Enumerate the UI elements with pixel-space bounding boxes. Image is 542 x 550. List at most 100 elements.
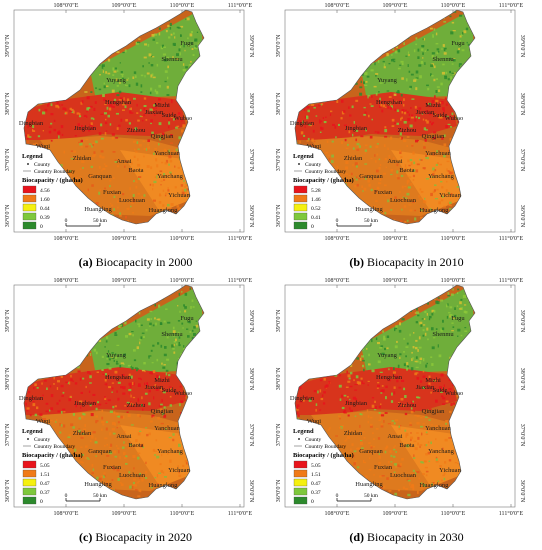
place-label-hengshan: Hengshan (376, 99, 403, 106)
legend-county: County (305, 437, 321, 443)
right-tick-label: 36°0′0″N (248, 480, 255, 503)
legend-swatch (22, 212, 37, 221)
legend-value: 0.52 (311, 206, 321, 212)
legend-biocapacity-title: Biocapacity / (gha/ha) (293, 452, 354, 459)
map-svg: 108°0′0″E 109°0′0″E 110°0′0″E 111°0′0″E 108°… (275, 2, 526, 242)
top-tick-label: 110°0′0″E (441, 2, 466, 9)
panel-title: Biocapacity in 2000 (92, 255, 193, 269)
place-label-jingbian: Jingbian (345, 400, 368, 407)
scale-label: 50 km (93, 493, 108, 499)
place-label-yanchang: Yanchang (428, 173, 454, 180)
left-tick-label: 39°0′0″N (275, 309, 282, 332)
legend-value: 5.05 (40, 463, 50, 469)
top-tick-label: 111°0′0″E (499, 2, 524, 9)
panel-label: (b) (349, 255, 364, 269)
left-tick-label: 36°0′0″N (275, 479, 282, 502)
legend-value: 0 (311, 499, 314, 505)
top-tick-label: 109°0′0″E (112, 277, 137, 284)
right-tick-label: 39°0′0″N (519, 310, 526, 333)
right-tick-label: 38°0′0″N (519, 368, 526, 391)
map-panel-b: 108°0′0″E 109°0′0″E 110°0′0″E 111°0′0″E 108°… (271, 0, 542, 275)
place-label-luochuan: Luochuan (119, 472, 146, 479)
place-label-luochuan: Luochuan (390, 472, 417, 479)
legend-county: County (34, 437, 50, 443)
top-tick-label: 108°0′0″E (325, 2, 350, 9)
bottom-tick-label: 108°0′0″E (54, 510, 79, 517)
place-label-dingbian: Dingbian (290, 120, 315, 127)
place-label-luochuan: Luochuan (119, 197, 146, 204)
legend-value: 5.28 (311, 188, 321, 194)
map-svg: 108°0′0″E 109°0′0″E 110°0′0″E 111°0′0″E 108°… (4, 2, 255, 242)
bottom-tick-label: 110°0′0″E (170, 510, 195, 517)
place-label-huangling: Huangling (84, 481, 112, 488)
panel-label: (a) (78, 255, 93, 269)
legend-value: 0.44 (40, 206, 50, 212)
place-label-yuyang: Yuyang (377, 352, 398, 359)
legend-value: 0 (311, 224, 314, 230)
place-label-ganquan: Ganquan (88, 448, 112, 455)
place-label-wubao: Wubao (445, 115, 464, 122)
right-tick-label: 37°0′0″N (248, 424, 255, 447)
legend-swatch (293, 469, 308, 478)
legend-swatch (293, 194, 308, 203)
right-tick-label: 39°0′0″N (248, 35, 255, 58)
map-frame (284, 284, 516, 508)
scale-bar: 0 50 km (65, 493, 108, 502)
place-label-huanglong: Huanglong (149, 482, 179, 489)
scale-zero: 0 (336, 493, 339, 499)
right-tick-label: 39°0′0″N (519, 35, 526, 58)
place-label-wubao: Wubao (174, 390, 193, 397)
place-label-ansai: Ansai (116, 433, 131, 440)
scale-zero: 0 (65, 493, 68, 499)
panel-caption: (a) Biocapacity in 2000 (0, 255, 271, 270)
left-tick-label: 39°0′0″N (275, 34, 282, 57)
place-label-baota: Baota (399, 167, 414, 174)
map-frame (13, 9, 245, 233)
place-label-wubao: Wubao (445, 390, 464, 397)
place-label-fugu: Fugu (451, 40, 465, 47)
legend-swatch (293, 185, 308, 194)
bottom-tick-label: 108°0′0″E (54, 235, 79, 242)
map-svg: 108°0′0″E 109°0′0″E 110°0′0″E 111°0′0″E 108°… (275, 277, 526, 517)
place-label-mizhi: Mizhi (425, 377, 441, 384)
legend-value: 0 (40, 499, 43, 505)
place-label-wuqi: Wuqi (307, 143, 321, 150)
bottom-tick-label: 111°0′0″E (499, 510, 524, 517)
legend-swatch (22, 487, 37, 496)
place-label-yanchang: Yanchang (157, 173, 183, 180)
place-label-dingbian: Dingbian (19, 395, 44, 402)
left-tick-label: 36°0′0″N (4, 204, 11, 227)
legend-value: 1.60 (40, 197, 50, 203)
place-label-dingbian: Dingbian (19, 120, 44, 127)
right-tick-label: 38°0′0″N (248, 93, 255, 116)
map-frame (13, 284, 245, 508)
legend-value: 0.41 (311, 215, 321, 221)
place-label-huanglong: Huanglong (420, 482, 450, 489)
top-tick-label: 110°0′0″E (441, 277, 466, 284)
place-label-dingbian: Dingbian (290, 395, 315, 402)
legend-value: 4.56 (40, 188, 50, 194)
scale-bar: 0 50 km (65, 218, 108, 227)
place-label-jiaxian: Jiaxian (145, 384, 164, 391)
top-tick-label: 111°0′0″E (228, 2, 253, 9)
legend-value: 1.46 (311, 197, 321, 203)
place-label-ganquan: Ganquan (88, 173, 112, 180)
panel-caption: (d) Biocapacity in 2030 (271, 530, 542, 545)
place-label-fugu: Fugu (180, 315, 194, 322)
place-label-yichuan: Yichuan (168, 192, 190, 199)
legend-biocapacity-title: Biocapacity / (gha/ha) (22, 177, 83, 184)
place-label-ansai: Ansai (116, 158, 131, 165)
right-tick-label: 38°0′0″N (519, 93, 526, 116)
legend-title: Legend (293, 428, 314, 435)
legend-county: County (305, 162, 321, 168)
legend-swatch (293, 203, 308, 212)
bottom-tick-label: 111°0′0″E (228, 235, 253, 242)
panel-title: Biocapacity in 2030 (364, 530, 464, 544)
place-label-yanchang: Yanchang (428, 448, 454, 455)
place-label-fuxian: Fuxian (103, 189, 122, 196)
place-label-yanchuan: Yanchuan (425, 425, 451, 432)
legend-boundary: Country Boundary (305, 169, 346, 175)
biocapacity-region (24, 285, 204, 499)
legend-title: Legend (293, 153, 314, 160)
